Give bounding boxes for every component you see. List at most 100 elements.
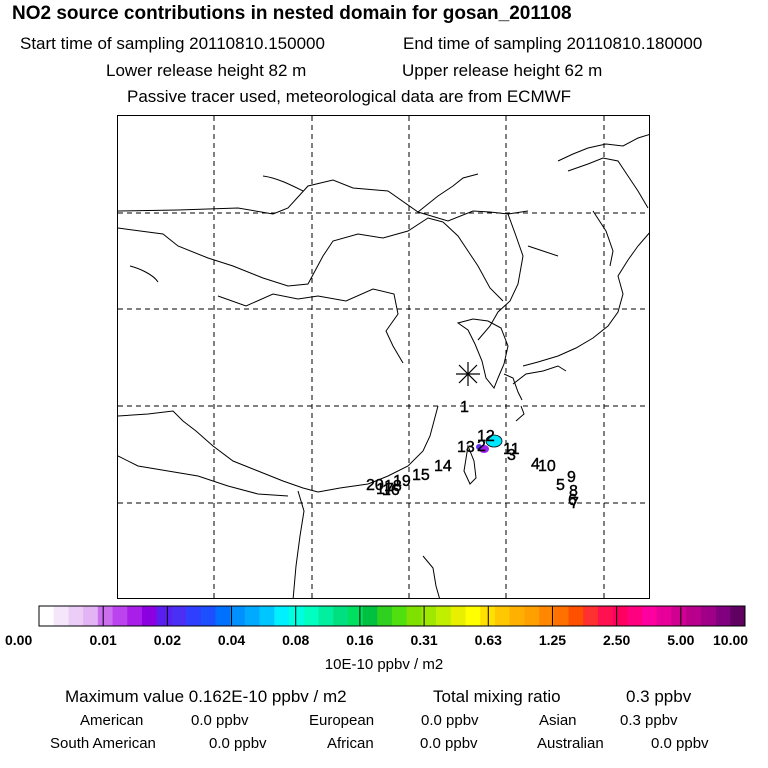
traj-label-15: 15 [412,467,430,484]
european-label: European [309,712,375,729]
map-panel: 1 2 3 4 5 6 7 8 9 10 11 12 13 14 15 16 1… [117,115,650,599]
tracer-note: Passive tracer used, meteorological data… [127,87,572,106]
total-mixing-label: Total mixing ratio [433,687,561,706]
colorbar-swatch [333,606,349,626]
colorbar-swatch [97,606,113,626]
colorbar-swatch [318,606,334,626]
lat-lon-grid [118,116,649,598]
colorbar-swatch [39,606,55,626]
colorbar-swatch [612,606,628,626]
asterisk-icon [456,362,480,386]
south-american-value: 0.0 ppbv [209,735,267,752]
traj-label-12: 12 [477,428,495,445]
colorbar-swatch [436,606,452,626]
colorbar-swatch [377,606,393,626]
colorbar-swatch [362,606,378,626]
colorbar-swatch [686,606,702,626]
colorbar-swatch [642,606,658,626]
traj-label-17: 17 [376,481,394,498]
african-value: 0.0 ppbv [420,735,478,752]
colorbar-tick-label: 0.02 [153,632,181,648]
asian-label: Asian [539,712,577,729]
colorbar-swatch [480,606,496,626]
colorbar-tick-label: 0.63 [474,632,502,648]
australian-value: 0.0 ppbv [651,735,709,752]
colorbar-tick-label: 0.08 [282,632,310,648]
traj-label-16: 16 [382,482,400,499]
australian-label: Australian [537,735,604,752]
colorbar-swatch [627,606,643,626]
colorbar-swatch [671,606,687,626]
colorbar-tick-label: 0.31 [410,632,438,648]
colorbar-swatch [450,606,466,626]
traj-label-5: 5 [556,477,565,494]
colorbar-tick-label: 10.00 [713,632,749,648]
traj-label-3: 3 [507,447,516,464]
colorbar-swatch [539,606,555,626]
colorbar-swatch [83,606,99,626]
colorbar-swatch [421,606,437,626]
source-patch [476,444,482,450]
american-value: 0.0 ppbv [191,712,249,729]
colorbar-swatch [583,606,599,626]
map-canvas: 1 2 3 4 5 6 7 8 9 10 11 12 13 14 15 16 1… [118,116,649,598]
colorbar-tick-label: 5.00 [667,632,695,648]
colorbar-swatch [597,606,613,626]
traj-label-2: 2 [477,438,486,455]
colorbar-swatch [553,606,569,626]
coastlines [118,134,649,598]
total-mixing-value: 0.3 ppbv [626,687,692,706]
colorbar-swatch [156,606,172,626]
african-label: African [327,735,374,752]
traj-label-13: 13 [457,439,475,456]
traj-label-1: 1 [460,399,469,416]
colorbar-swatch [215,606,231,626]
colorbar-tick-label: 0.00 [5,632,33,648]
colorbar-unit: 10E-10 ppbv / m2 [324,656,444,673]
colorbar [38,605,746,627]
colorbar-swatch [200,606,216,626]
colorbar-swatch [406,606,422,626]
colorbar-swatch [494,606,510,626]
traj-label-4: 4 [531,456,540,473]
lower-release-height-label: Lower release height 82 m [106,61,307,80]
european-value: 0.0 ppbv [421,712,479,729]
colorbar-swatch [171,606,187,626]
colorbar-swatch [127,606,143,626]
colorbar-tick-label: 0.16 [346,632,374,648]
colorbar-swatch [259,606,275,626]
colorbar-swatch [568,606,584,626]
traj-label-9: 9 [567,469,576,486]
colorbar-swatch [274,606,290,626]
colorbar-swatch [53,606,69,626]
colorbar-swatch [465,606,481,626]
colorbar-swatch [524,606,540,626]
colorbar-swatch [230,606,246,626]
traj-label-6: 6 [568,492,577,509]
traj-label-8: 8 [569,483,578,500]
max-value-label: Maximum value 0.162E-10 ppbv / m2 [65,687,347,706]
colorbar-swatch [730,606,746,626]
colorbar-tick-label: 0.01 [89,632,117,648]
traj-label-18: 18 [384,478,402,495]
colorbar-swatch [715,606,731,626]
colorbar-border [38,605,746,627]
colorbar-swatch [112,606,128,626]
traj-label-20: 20 [366,477,384,494]
colorbar-swatch [68,606,84,626]
traj-label-10: 10 [538,458,556,475]
traj-label-11: 11 [503,441,520,458]
asian-value: 0.3 ppbv [620,712,678,729]
upper-release-height-label: Upper release height 62 m [402,61,603,80]
map-title: NO2 source contributions in nested domai… [12,3,572,24]
traj-label-19: 19 [393,473,411,490]
south-american-label: South American [50,735,156,752]
colorbar-swatch [509,606,525,626]
american-label: American [80,712,144,729]
colorbar-swatch [289,606,305,626]
colorbar-swatch [186,606,202,626]
colorbar-swatch [244,606,260,626]
colorbar-tick-label: 0.04 [217,632,246,648]
start-time-label: Start time of sampling 20110810.150000 [20,34,325,53]
colorbar-swatch [303,606,319,626]
